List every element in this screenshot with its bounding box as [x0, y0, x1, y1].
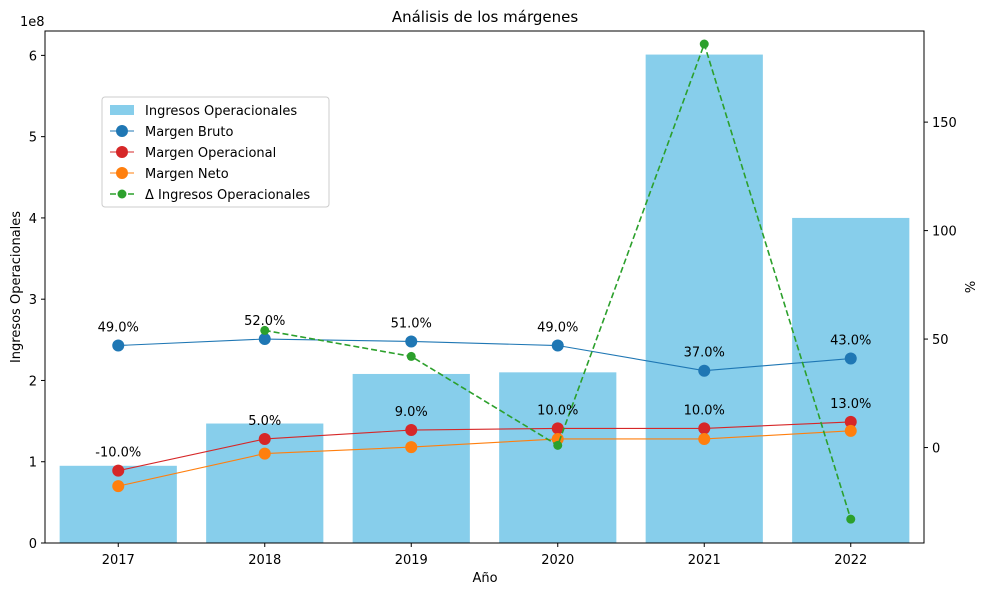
data-point: [551, 432, 564, 445]
chart-title: Análisis de los márgenes: [392, 8, 578, 26]
data-point: [260, 325, 270, 335]
data-point: [698, 432, 711, 445]
series-line: [118, 338, 851, 372]
data-point: [405, 424, 418, 437]
y-axis-right-label: %: [964, 281, 979, 293]
data-label: 13.0%: [830, 397, 871, 412]
data-point: [698, 422, 711, 435]
data-label: 9.0%: [395, 405, 428, 420]
data-label: 5.0%: [248, 414, 281, 429]
data-label: -10.0%: [95, 446, 141, 461]
x-tick-label: 2018: [248, 553, 281, 568]
bar: [645, 54, 763, 544]
bar: [352, 373, 470, 543]
y-tick-label: 5: [29, 131, 37, 146]
y2-tick-label: 0: [932, 442, 940, 457]
y-offset-label: 1e8: [20, 15, 45, 30]
x-tick-label: 2017: [102, 553, 135, 568]
legend-marker: [116, 125, 128, 137]
y-tick-label: 3: [29, 293, 37, 308]
x-tick-label: 2020: [541, 553, 574, 568]
legend-swatch: [110, 105, 134, 115]
data-label: 49.0%: [537, 321, 578, 336]
data-point: [112, 480, 125, 493]
x-axis: 2017 2018 2019 2020 2021 2022: [102, 543, 867, 568]
y-tick-label: 4: [29, 212, 37, 227]
data-point: [258, 447, 271, 460]
legend-marker: [116, 167, 128, 179]
data-label: 51.0%: [391, 316, 432, 331]
x-tick-label: 2019: [395, 553, 428, 568]
y-tick-label: 0: [29, 537, 37, 552]
data-point: [258, 432, 271, 445]
legend-marker: [116, 146, 128, 158]
bar: [59, 465, 177, 543]
x-tick-label: 2022: [834, 553, 867, 568]
data-point: [844, 415, 857, 428]
data-point: [553, 440, 563, 450]
x-axis-label: Año: [472, 571, 497, 586]
data-label: 10.0%: [684, 403, 725, 418]
legend-label: Margen Neto: [145, 167, 229, 182]
data-point: [112, 464, 125, 477]
data-point: [551, 422, 564, 435]
y2-tick-label: 100: [932, 225, 957, 240]
legend-frame: [101, 96, 330, 208]
bars-layer: [59, 54, 910, 544]
y2-tick-label: 150: [932, 116, 957, 131]
legend-label: Margen Bruto: [145, 125, 234, 140]
legend-label: Margen Operacional: [145, 146, 276, 161]
data-label: 49.0%: [98, 321, 139, 336]
legend: Ingresos Operacionales Margen Bruto Margen…: [101, 96, 330, 208]
y-axis-label: Ingresos Operacionales: [9, 211, 24, 363]
data-labels-layer: 49.0% 52.0% 51.0% 49.0% 37.0% 43.0% -10.0% 5.0%…: [95, 314, 871, 461]
y-tick-label: 6: [29, 49, 37, 64]
series-line: [118, 421, 851, 472]
y-axis-right: 0 50 100 150: [924, 116, 957, 457]
legend-label: Δ Ingresos Operacionales: [145, 188, 310, 203]
bar: [499, 372, 617, 543]
series-line: [118, 430, 851, 487]
data-point: [844, 352, 857, 365]
y2-tick-label: 50: [932, 333, 949, 348]
plot-frame: [44, 30, 925, 544]
data-point: [846, 514, 856, 524]
data-point: [405, 441, 418, 454]
legend-marker: [117, 189, 127, 199]
data-point: [406, 351, 416, 361]
data-point: [699, 39, 709, 49]
y-tick-label: 2: [29, 374, 37, 389]
data-point: [551, 339, 564, 352]
data-point: [844, 424, 857, 437]
lines-layer: [112, 39, 857, 524]
data-point: [112, 339, 125, 352]
data-label: 52.0%: [244, 314, 285, 329]
data-point: [698, 364, 711, 377]
data-point: [258, 333, 271, 346]
legend-label: Ingresos Operacionales: [145, 104, 297, 119]
bar: [792, 217, 910, 543]
data-label: 10.0%: [537, 403, 578, 418]
data-label: 37.0%: [684, 346, 725, 361]
data-point: [405, 335, 418, 348]
y-axis-left: 0 1 2 3 4 5 6: [29, 49, 45, 552]
x-tick-label: 2021: [688, 553, 721, 568]
data-label: 43.0%: [830, 334, 871, 349]
y-tick-label: 1: [29, 456, 37, 471]
